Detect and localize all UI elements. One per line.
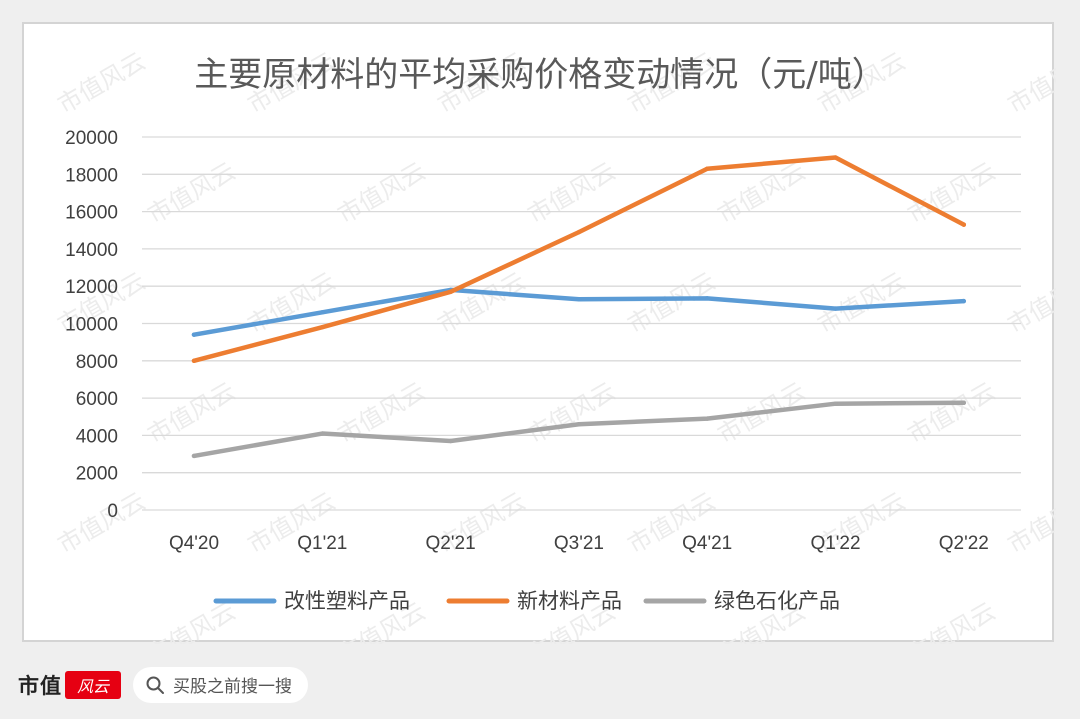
watermark-text: 市值风云 [903,597,1000,644]
data-point [961,298,966,304]
data-point [576,297,582,302]
y-tick-label: 6000 [76,389,118,410]
watermark-text: 市值风云 [1003,487,1056,559]
footer-bar: 市值 风云 买股之前搜一搜 [0,650,1080,719]
data-point [191,332,197,337]
x-tick-label: Q2'21 [426,533,476,554]
data-point [833,306,838,311]
watermark-text: 市值风云 [1003,267,1056,339]
data-point [705,416,710,421]
data-point [576,229,582,235]
brand-logo: 风云 [65,670,121,699]
legend: 改性塑料产品 新材料产品 绿色石化产品 [213,589,840,613]
watermark-text: 市值风云 [53,487,150,559]
data-point [320,431,325,436]
data-point [320,325,325,330]
data-point [833,155,838,160]
watermark-text: 市值风云 [1003,47,1056,119]
watermark-text: 市值风云 [143,377,240,449]
data-point [961,222,966,227]
y-tick-label: 2000 [76,464,118,485]
brand-name: 市值 [18,673,62,698]
x-tick-label: Q2'22 [939,533,989,554]
x-tick-label: Q1'22 [810,533,860,554]
legend-label: 绿色石化产品 [714,589,840,613]
x-tick-label: Q3'21 [554,533,604,554]
watermark-text: 市值风云 [903,377,1000,449]
data-point [320,310,325,315]
watermark-text: 市值风云 [333,157,430,229]
data-point [705,296,710,301]
data-point [961,400,966,405]
x-axis: Q4'20 Q1'21 Q2'21 Q3'21 Q4'21 Q1'22 Q2'22 [169,533,989,554]
y-tick-label: 18000 [65,165,118,186]
legend-label: 新材料产品 [517,589,622,613]
y-tick-label: 0 [107,501,118,522]
data-point [191,453,197,459]
watermark-text: 市值风云 [523,377,620,449]
x-tick-label: Q4'21 [682,533,732,554]
y-tick-label: 16000 [65,203,118,224]
watermark-text: 市值风云 [53,47,150,119]
chart-title: 主要原材料的平均采购价格变动情况（元/吨） [194,55,885,95]
data-point [448,438,453,444]
data-point [833,401,838,406]
legend-label: 改性塑料产品 [284,589,410,613]
y-tick-label: 14000 [65,240,118,261]
series-lines [191,155,967,459]
data-point [191,358,197,363]
y-axis: 0 2000 4000 6000 8000 10000 12000 14000 16000 180… [65,128,118,522]
search-text: 买股之前搜一搜 [173,677,292,697]
y-tick-label: 20000 [65,128,118,149]
watermark-text: 市值风云 [623,267,720,339]
data-point [576,422,582,427]
y-tick-label: 8000 [76,352,118,373]
gridlines [142,136,1021,511]
brand[interactable]: 市值 风云 [18,670,121,700]
y-tick-label: 4000 [76,426,118,447]
search-icon [146,676,164,694]
data-point [448,289,453,294]
x-tick-label: Q4'20 [169,533,219,554]
watermark-text: 市值风云 [143,157,240,229]
y-tick-label: 10000 [65,315,118,336]
watermark-text: 市值风云 [143,597,240,644]
chart-frame: 市值风云 市值风云 市值风云 市值风云 市值风云 市值风云 市值风云 市值风云 市值风云 市值风云… [22,22,1056,644]
y-tick-label: 12000 [65,277,118,298]
x-tick-label: Q1'21 [297,533,347,554]
data-point [705,166,710,171]
search-pill[interactable]: 买股之前搜一搜 [133,666,308,703]
